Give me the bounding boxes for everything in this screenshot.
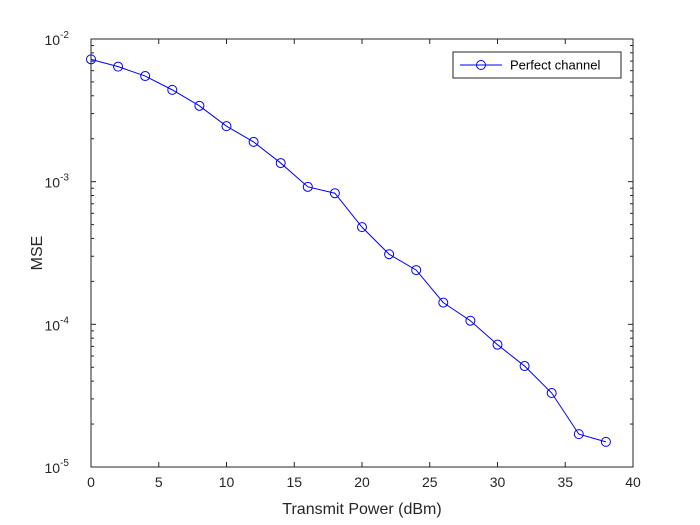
data-point — [546, 388, 557, 399]
data-point — [221, 121, 232, 132]
data-point — [438, 297, 449, 308]
y-tick-label: 10-5 — [45, 458, 70, 476]
x-tick-label: 30 — [490, 474, 506, 490]
x-tick-label: 5 — [155, 474, 163, 490]
plot-area — [90, 38, 634, 468]
series-line — [90, 58, 607, 443]
data-point — [167, 84, 178, 95]
x-tick-label: 40 — [625, 474, 641, 490]
y-tick-exponent: -5 — [60, 458, 69, 469]
data-point — [573, 429, 584, 440]
x-tick-label: 15 — [286, 474, 302, 490]
legend-label: Perfect channel — [510, 58, 600, 73]
y-tick-base: 10 — [45, 317, 61, 333]
x-tick-label: 10 — [219, 474, 235, 490]
y-tick-base: 10 — [45, 460, 61, 476]
data-point — [140, 71, 151, 82]
data-point — [302, 181, 313, 192]
legend-marker — [476, 60, 486, 70]
data-point — [465, 315, 476, 326]
data-point — [357, 222, 367, 233]
data-point — [329, 188, 340, 199]
y-tick-exponent: -3 — [60, 173, 69, 184]
x-tick-label: 0 — [87, 474, 95, 490]
y-tick-base: 10 — [45, 175, 61, 191]
data-point — [411, 265, 422, 276]
y-tick-label: 10-2 — [45, 30, 70, 48]
data-point — [248, 136, 259, 147]
y-tick-exponent: -4 — [60, 315, 69, 326]
data-point — [86, 54, 96, 65]
y-tick-label: 10-4 — [45, 315, 70, 333]
data-point — [492, 339, 503, 350]
x-axis-label: Transmit Power (dBm) — [282, 501, 441, 518]
y-tick-label: 10-3 — [45, 173, 70, 191]
data-point — [384, 249, 395, 260]
x-tick-label: 35 — [557, 474, 573, 490]
data-point — [275, 158, 286, 169]
data-point — [194, 100, 205, 111]
y-tick-exponent: -2 — [60, 30, 69, 41]
legend: Perfect channel — [452, 51, 622, 79]
data-point — [519, 361, 530, 372]
x-tick-label: 20 — [354, 474, 370, 490]
data-point — [113, 61, 124, 72]
data-point — [600, 436, 611, 447]
y-axis-label: MSE — [29, 236, 46, 271]
y-tick-base: 10 — [45, 32, 61, 48]
series-layer — [86, 54, 611, 447]
x-tick-label: 25 — [422, 474, 438, 490]
